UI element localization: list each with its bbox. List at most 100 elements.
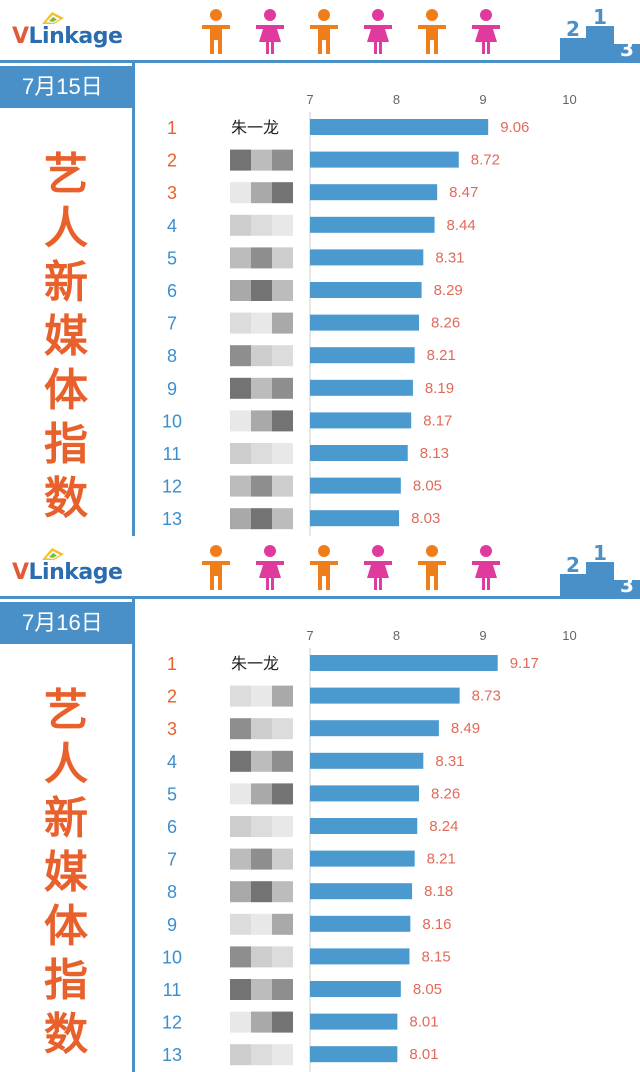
- rank-label: 12: [162, 477, 182, 497]
- pixelated-name-placeholder: [230, 508, 293, 530]
- value-label: 8.31: [435, 249, 464, 266]
- rank-label: 10: [162, 947, 182, 967]
- title-char: 媒: [44, 311, 88, 362]
- date-tab: 7月15日: [0, 66, 134, 108]
- female-person-icon: [364, 545, 392, 590]
- bar: [310, 850, 415, 867]
- title-char: 艺: [44, 685, 88, 736]
- rank-label: 6: [167, 281, 177, 301]
- pixelated-name-placeholder: [230, 750, 293, 772]
- vertical-title: 艺 人 新 媒 体 指 数: [36, 148, 96, 526]
- vertical-title: 艺 人 新 媒 体 指 数: [36, 684, 96, 1062]
- title-char: 媒: [44, 847, 88, 898]
- male-person-icon: [418, 545, 446, 590]
- bar: [310, 216, 435, 233]
- x-tick-label: 9: [479, 628, 486, 643]
- value-label: 8.26: [431, 785, 460, 802]
- logo-mark-icon: [42, 548, 64, 560]
- x-tick-label: 8: [393, 92, 400, 107]
- bar: [310, 282, 422, 298]
- rank-label: 10: [162, 411, 182, 431]
- rank-label: 2: [167, 687, 177, 707]
- bar: [310, 785, 419, 802]
- pixelated-name-placeholder: [230, 149, 293, 171]
- bar: [310, 1046, 398, 1063]
- pixelated-name-placeholder: [230, 718, 293, 740]
- pixelated-name-placeholder: [230, 247, 293, 269]
- value-label: 8.73: [472, 688, 501, 705]
- pixelated-name-placeholder: [230, 1011, 293, 1033]
- rank-label: 4: [167, 752, 177, 772]
- title-char: 数: [44, 1009, 88, 1060]
- value-label: 8.47: [449, 184, 478, 201]
- pixelated-name-placeholder: [230, 280, 293, 301]
- podium-number: 2: [566, 553, 580, 577]
- title-char: 体: [44, 901, 88, 952]
- value-label: 8.18: [424, 883, 453, 900]
- rank-label: 3: [167, 183, 177, 203]
- rank-label: 9: [167, 379, 177, 399]
- chart-panel-day2: VLinkage 2 1 3 7月16日 艺 人 新 媒 体 指 数 7 8 9 10…: [0, 536, 640, 1072]
- rank-label: 13: [162, 1045, 182, 1065]
- podium-icon: 2 1 3: [560, 6, 640, 62]
- podium-icon: 2 1 3: [560, 542, 640, 598]
- bar: [310, 314, 419, 331]
- vertical-divider: [132, 62, 135, 536]
- pixelated-name-placeholder: [230, 410, 293, 432]
- value-label: 8.29: [434, 282, 463, 299]
- value-label: 9.17: [510, 655, 539, 672]
- value-label: 8.19: [425, 380, 454, 397]
- pixelated-name-placeholder: [230, 1044, 293, 1066]
- rank-label: 5: [167, 248, 177, 268]
- bar: [310, 915, 411, 932]
- bar: [310, 119, 489, 135]
- value-label: 8.16: [422, 916, 451, 933]
- podium-number: 1: [593, 542, 607, 565]
- value-label: 8.44: [447, 217, 476, 234]
- female-person-icon: [364, 9, 392, 54]
- pixelated-name-placeholder: [230, 881, 293, 903]
- people-row: [196, 544, 506, 592]
- rank-label: 12: [162, 1013, 182, 1033]
- pixelated-name-placeholder: [230, 946, 293, 968]
- rank-label: 2: [167, 151, 177, 171]
- rank-label: 13: [162, 509, 182, 529]
- x-tick-label: 10: [562, 92, 576, 107]
- pixelated-name-placeholder: [230, 214, 293, 236]
- title-char: 体: [44, 365, 88, 416]
- bar-chart: 7 8 9 10 1 朱一龙 9.17 2 8.73 3 8.49 4 8.31 5 8.26 6 8.24 7 8…: [162, 628, 577, 1072]
- male-person-icon: [310, 9, 338, 54]
- rank-label: 7: [167, 850, 177, 870]
- male-person-icon: [310, 545, 338, 590]
- value-label: 8.15: [421, 948, 450, 965]
- bar: [310, 379, 413, 396]
- podium-number: 3: [620, 573, 634, 597]
- bar: [310, 752, 424, 769]
- bar: [310, 412, 412, 429]
- title-char: 指: [44, 955, 88, 1006]
- title-char: 新: [44, 257, 88, 308]
- logo-text: VLinkage: [12, 560, 123, 585]
- bar: [310, 477, 401, 494]
- title-char: 数: [44, 473, 88, 524]
- rank-label: 1: [167, 118, 177, 138]
- vlinkage-logo: VLinkage: [12, 10, 142, 50]
- value-label: 8.26: [431, 315, 460, 332]
- rank-label: 11: [163, 444, 182, 464]
- logo-mark-icon: [42, 12, 64, 24]
- pixelated-name-placeholder: [230, 475, 293, 497]
- logo-rest: Linkage: [28, 24, 123, 49]
- pixelated-name-placeholder: [230, 377, 293, 399]
- pixelated-name-placeholder: [230, 685, 293, 707]
- bar: [310, 883, 413, 900]
- bar: [310, 818, 418, 834]
- female-person-icon: [256, 545, 284, 590]
- x-tick-label: 7: [306, 92, 313, 107]
- title-char: 人: [44, 203, 88, 254]
- header-divider: [0, 60, 640, 63]
- rank-label: 8: [167, 882, 177, 902]
- logo-text: VLinkage: [12, 24, 123, 49]
- value-label: 8.05: [413, 478, 442, 495]
- rank-label: 5: [167, 784, 177, 804]
- title-char: 艺: [44, 149, 88, 200]
